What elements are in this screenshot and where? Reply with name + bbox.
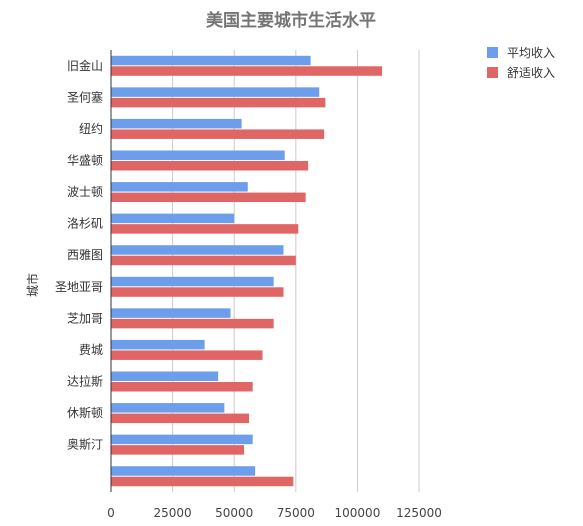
bar-avg xyxy=(111,466,256,476)
bar-comfort xyxy=(111,413,249,424)
legend-swatch xyxy=(487,67,498,78)
bar-avg xyxy=(111,245,284,255)
bar-avg xyxy=(111,371,219,381)
bar-avg xyxy=(111,213,235,224)
bar-comfort xyxy=(111,129,325,139)
category-label: 圣地亚哥 xyxy=(55,280,103,294)
category-label: 休斯顿 xyxy=(67,406,103,420)
category-label: 圣何塞 xyxy=(67,89,103,104)
legend-label: 平均收入 xyxy=(507,46,555,60)
bar-comfort xyxy=(111,287,284,297)
bar-comfort xyxy=(111,318,274,329)
bars xyxy=(111,55,383,487)
bar-comfort xyxy=(111,255,296,266)
y-axis-title: 城市 xyxy=(25,273,40,297)
bar-avg xyxy=(111,434,253,445)
bar-avg xyxy=(111,308,231,318)
bar-avg xyxy=(111,118,242,129)
bar-comfort xyxy=(111,66,383,76)
bar-comfort xyxy=(111,161,309,171)
bar-comfort xyxy=(111,445,245,455)
gridlines xyxy=(172,50,420,492)
category-label: 芝加哥 xyxy=(67,310,103,325)
category-label: 西雅图 xyxy=(67,247,103,262)
x-tick-label: 100000 xyxy=(335,506,381,520)
bar-avg xyxy=(111,55,311,66)
legend-label: 舒适收入 xyxy=(507,66,555,80)
bar-comfort xyxy=(111,192,306,203)
category-label: 纽约 xyxy=(79,121,103,136)
bar-avg xyxy=(111,87,320,97)
category-label: 达拉斯 xyxy=(67,374,103,389)
bar-comfort xyxy=(111,350,263,360)
legend-swatch xyxy=(487,47,498,58)
bar-avg xyxy=(111,339,205,350)
bar-avg xyxy=(111,150,285,160)
x-tick-label: 25000 xyxy=(154,506,192,520)
category-label: 奥斯汀 xyxy=(67,438,103,452)
x-tick-label: 0 xyxy=(107,506,115,520)
bar-comfort xyxy=(111,97,326,108)
bar-avg xyxy=(111,182,248,192)
bar-comfort xyxy=(111,476,294,487)
bar-avg xyxy=(111,276,274,287)
category-label: 费城 xyxy=(79,343,103,357)
labels: 0 25000 50000 75000 100000 125000 旧金山圣何塞纽约华盛顿波… xyxy=(55,58,442,520)
bar-avg xyxy=(111,403,225,413)
category-label: 华盛顿 xyxy=(67,153,103,168)
chart-title: 美国主要城市生活水平 xyxy=(206,10,376,31)
category-label: 旧金山 xyxy=(67,58,103,73)
category-label: 洛杉矶 xyxy=(67,216,103,231)
bar-comfort xyxy=(111,224,299,234)
bar-comfort xyxy=(111,382,253,392)
x-tick-label: 125000 xyxy=(396,506,442,520)
category-label: 波士顿 xyxy=(67,185,103,199)
x-tick-label: 50000 xyxy=(215,506,253,520)
x-tick-label: 75000 xyxy=(277,506,315,520)
